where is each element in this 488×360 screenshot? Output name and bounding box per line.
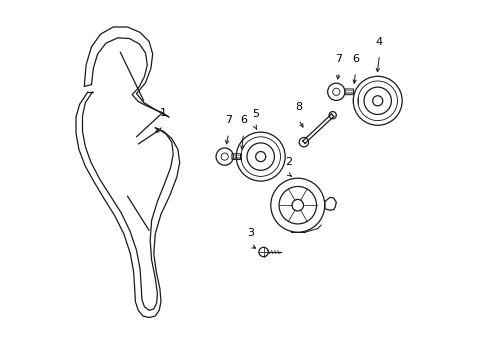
- Text: 6: 6: [351, 54, 358, 64]
- Text: 7: 7: [335, 54, 342, 64]
- Text: 5: 5: [251, 109, 258, 119]
- Text: 3: 3: [247, 228, 254, 238]
- Text: 2: 2: [285, 157, 292, 167]
- Text: 8: 8: [294, 102, 302, 112]
- Text: 7: 7: [224, 115, 232, 125]
- Text: 1: 1: [160, 108, 167, 118]
- Text: 6: 6: [240, 115, 246, 125]
- Text: 4: 4: [375, 37, 382, 47]
